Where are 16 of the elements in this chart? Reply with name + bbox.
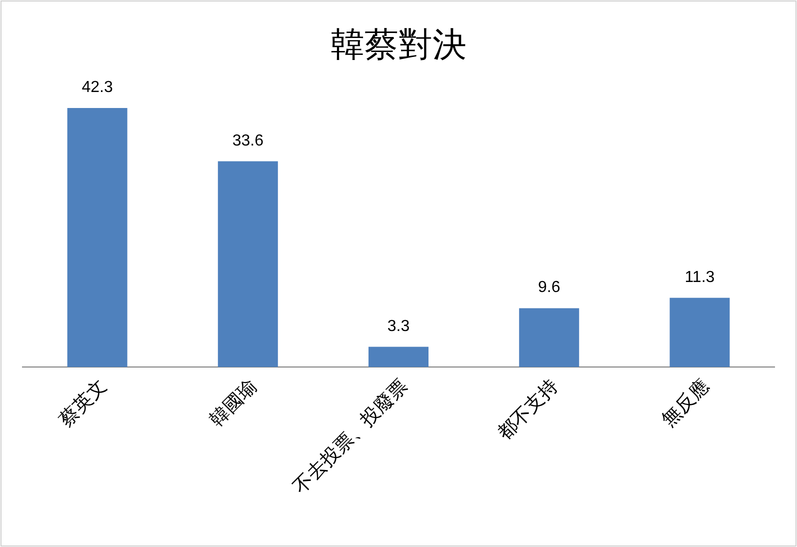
data-label: 33.6 <box>232 132 264 150</box>
bar <box>218 161 278 367</box>
data-label: 3.3 <box>387 318 410 335</box>
bar <box>519 308 580 367</box>
x-tick-label: 蔡英文 <box>54 374 111 431</box>
x-tick-label: 都不支持 <box>493 374 563 444</box>
data-label: 9.6 <box>538 279 560 296</box>
x-tick-label: 無反應 <box>657 374 714 431</box>
bar <box>670 298 730 367</box>
data-label: 11.3 <box>684 268 715 286</box>
x-tick-label: 韓國瑜 <box>206 374 262 431</box>
data-label: 42.3 <box>82 79 113 96</box>
bar <box>368 346 428 367</box>
bar <box>67 108 128 367</box>
chart-title: 韓蔡對決 <box>330 25 466 65</box>
x-tick-label: 不去投票、投廢票 <box>289 374 412 498</box>
